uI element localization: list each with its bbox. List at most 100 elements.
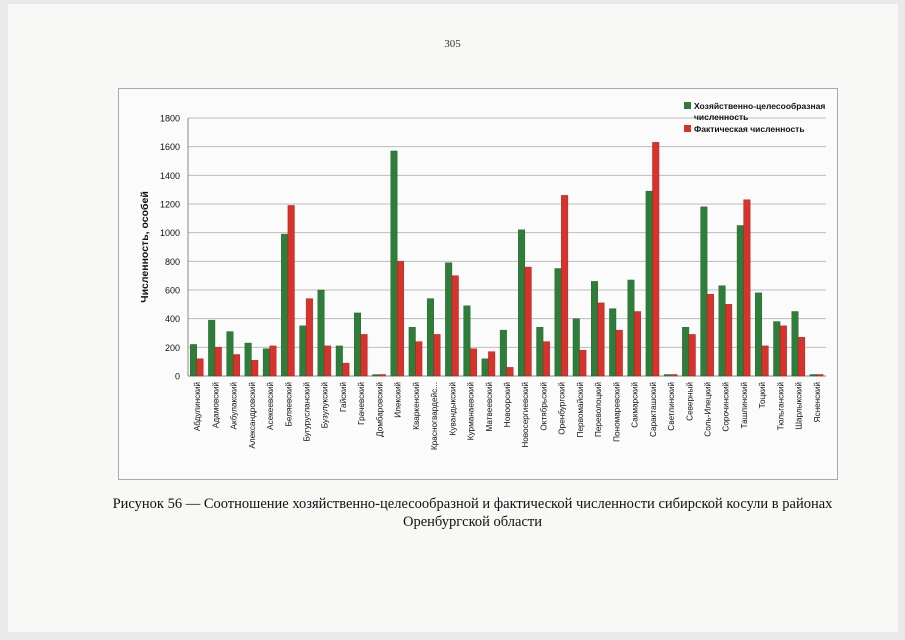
bar-series1 bbox=[554, 268, 562, 377]
bar-series1 bbox=[591, 281, 598, 377]
x-tick-label: Саракташский bbox=[649, 382, 658, 437]
bar-series1 bbox=[317, 289, 325, 377]
bar-series1 bbox=[208, 319, 216, 377]
x-tick-label: Сакмарский bbox=[631, 382, 640, 428]
x-tick-label: Бугурусланский bbox=[302, 382, 311, 442]
bar-series2 bbox=[233, 354, 240, 377]
bar-series2 bbox=[360, 334, 368, 377]
bar-series2 bbox=[287, 205, 295, 377]
bar-series2 bbox=[779, 325, 787, 377]
bar-series1 bbox=[536, 327, 544, 377]
bar-series1 bbox=[281, 233, 289, 377]
bar-series1 bbox=[426, 298, 434, 377]
bar-series2 bbox=[433, 334, 441, 377]
y-tick-label: 600 bbox=[165, 286, 180, 296]
x-tick-label: Оренбургский bbox=[558, 382, 567, 435]
bar-series2 bbox=[196, 358, 204, 377]
bar-series1 bbox=[372, 374, 380, 377]
bar-series1 bbox=[663, 374, 671, 377]
bar-series2 bbox=[761, 345, 769, 377]
x-tick-label: Светлинский bbox=[667, 382, 676, 431]
bar-series2 bbox=[524, 266, 532, 377]
bar-series1 bbox=[718, 285, 726, 377]
x-tick-label: Гайский bbox=[339, 382, 348, 412]
bar-chart: 0 200 400 600 800 1000 1200 1400 1600 1800 Численн… bbox=[139, 101, 826, 450]
x-tick-label: Грачевский bbox=[357, 382, 366, 425]
x-tick-label: Переволоцкий bbox=[594, 382, 603, 437]
bar-series1 bbox=[463, 305, 471, 377]
y-tick-label: 1800 bbox=[160, 114, 180, 124]
bar-series1 bbox=[481, 358, 489, 377]
bar-series2 bbox=[415, 341, 423, 377]
bar-series2 bbox=[597, 302, 605, 377]
page-number: 305 bbox=[444, 38, 461, 50]
bar-series2 bbox=[378, 374, 386, 377]
bar-series1 bbox=[773, 321, 781, 377]
bar-series2 bbox=[725, 304, 733, 377]
bar-series2 bbox=[706, 294, 714, 377]
x-tick-label: Северный bbox=[685, 382, 694, 421]
x-tick-label: Кваркенский bbox=[412, 382, 421, 430]
bar-series2 bbox=[652, 142, 660, 377]
bar-series1 bbox=[645, 190, 653, 377]
x-tick-label: Тоцкий bbox=[758, 382, 767, 408]
bar-series2 bbox=[816, 374, 824, 377]
bar-series2 bbox=[634, 311, 641, 377]
legend-swatch-series1 bbox=[684, 102, 691, 109]
x-tick-label: Илекский bbox=[394, 382, 403, 418]
figure-caption: Рисунок 56 — Соотношение хозяйственно-це… bbox=[70, 495, 875, 531]
legend-label-series2: Фактическая численность bbox=[694, 124, 805, 134]
y-tick-label: 400 bbox=[165, 314, 180, 324]
bar-series1 bbox=[335, 345, 343, 377]
bar-series2 bbox=[670, 374, 678, 377]
caption-line-2: Оренбургской области bbox=[402, 514, 543, 530]
x-tick-label: Домбаровский bbox=[375, 382, 384, 437]
chart-frame bbox=[118, 88, 838, 480]
x-tick-label: Новосергиевский bbox=[521, 382, 530, 448]
bar-series1 bbox=[189, 344, 197, 377]
bar-series2 bbox=[251, 360, 259, 377]
y-tick-label: 1000 bbox=[160, 228, 180, 238]
bar-series1 bbox=[609, 308, 617, 377]
y-tick-label: 1200 bbox=[160, 200, 180, 210]
x-tick-label: Беляевский bbox=[284, 382, 293, 427]
bar-series1 bbox=[408, 327, 416, 377]
bar-series1 bbox=[700, 206, 708, 377]
x-tick-label: Адамовский bbox=[211, 382, 220, 428]
x-tick-label: Октябрьский bbox=[539, 382, 548, 431]
x-tick-label: Первомайский bbox=[576, 382, 585, 437]
x-tick-label: Акбулакский bbox=[230, 382, 239, 429]
bar-series2 bbox=[324, 345, 332, 377]
bar-series2 bbox=[506, 367, 514, 377]
bar-series1 bbox=[627, 279, 635, 377]
y-tick-label: 800 bbox=[165, 257, 180, 267]
x-tick-label: Ташлинский bbox=[740, 382, 749, 428]
bar-series1 bbox=[755, 292, 763, 377]
bar-series1 bbox=[499, 329, 507, 377]
bar-series1 bbox=[244, 342, 252, 377]
x-tick-label: Кувандыкский bbox=[448, 382, 457, 435]
bar-series2 bbox=[798, 337, 806, 377]
x-tick-label: Новоорский bbox=[503, 382, 512, 427]
bar-series2 bbox=[214, 347, 222, 377]
bar-series1 bbox=[809, 374, 817, 377]
bar-series2 bbox=[269, 345, 277, 377]
y-tick-label: 200 bbox=[165, 343, 180, 353]
y-tick-label: 1600 bbox=[160, 142, 180, 152]
caption-line-1: Рисунок 56 — Соотношение хозяйственно-це… bbox=[112, 496, 833, 512]
bar-series2 bbox=[397, 261, 405, 377]
x-tick-label: Курманаевский bbox=[467, 382, 476, 440]
bar-series2 bbox=[488, 351, 496, 377]
bar-series2 bbox=[561, 195, 569, 377]
bar-series2 bbox=[542, 341, 550, 377]
bar-series1 bbox=[390, 150, 398, 377]
bar-series2 bbox=[342, 362, 350, 377]
y-axis-title: Численность, особей bbox=[139, 191, 151, 303]
bar-series1 bbox=[445, 262, 453, 377]
bar-series1 bbox=[736, 225, 744, 377]
x-tick-label: Шарлыкский bbox=[795, 382, 804, 430]
bar-series2 bbox=[615, 329, 623, 377]
x-tick-label: Бузулукский bbox=[321, 382, 330, 428]
x-tick-label: Александровский bbox=[248, 382, 257, 449]
x-tick-label: Асекеевский bbox=[266, 382, 275, 430]
